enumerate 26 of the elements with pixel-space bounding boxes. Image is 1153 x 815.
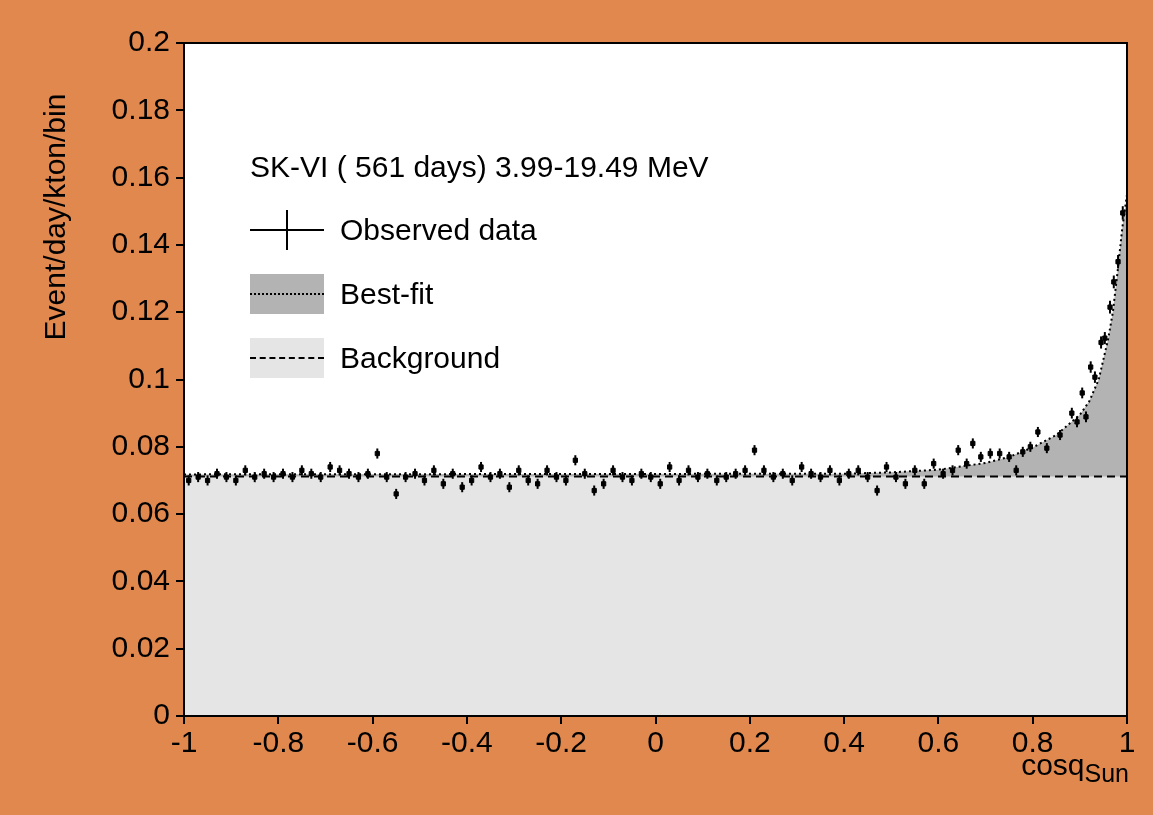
x-tick-label: 0 [647,725,664,759]
y-tick-label: 0.04 [111,562,170,596]
y-tick-label: 0.18 [111,91,170,125]
legend-label: Best-fit [340,277,434,311]
y-tick-label: 0 [153,697,170,731]
y-axis-title: Event/day/kton/bin [38,92,72,343]
y-tick-label: 0.2 [128,24,170,58]
x-tick-label: 0.2 [728,725,771,759]
legend-label: Background [340,341,501,375]
y-tick-label: 0.1 [128,360,170,394]
x-tick-label: -0.6 [346,725,399,759]
x-tick-label: -1 [170,725,198,759]
y-tick-label: 0.02 [111,629,170,663]
y-tick-label: 0.12 [111,293,170,327]
y-tick-label: 0.16 [111,158,170,192]
y-tick-label: 0.08 [111,428,170,462]
x-tick-label: 0.4 [823,725,865,759]
legend-title: SK-VI ( 561 days) 3.99-19.49 MeV [250,150,709,184]
x-tick-label: 1 [1118,725,1136,759]
x-tick-label: -0.2 [535,725,588,759]
y-tick-label: 0.14 [111,226,170,260]
x-tick-label: 0.6 [917,725,960,759]
legend-label: Observed data [340,213,537,247]
x-tick-label: -0.8 [252,725,305,759]
x-tick-label: -0.4 [441,725,493,759]
y-tick-label: 0.06 [111,495,170,529]
